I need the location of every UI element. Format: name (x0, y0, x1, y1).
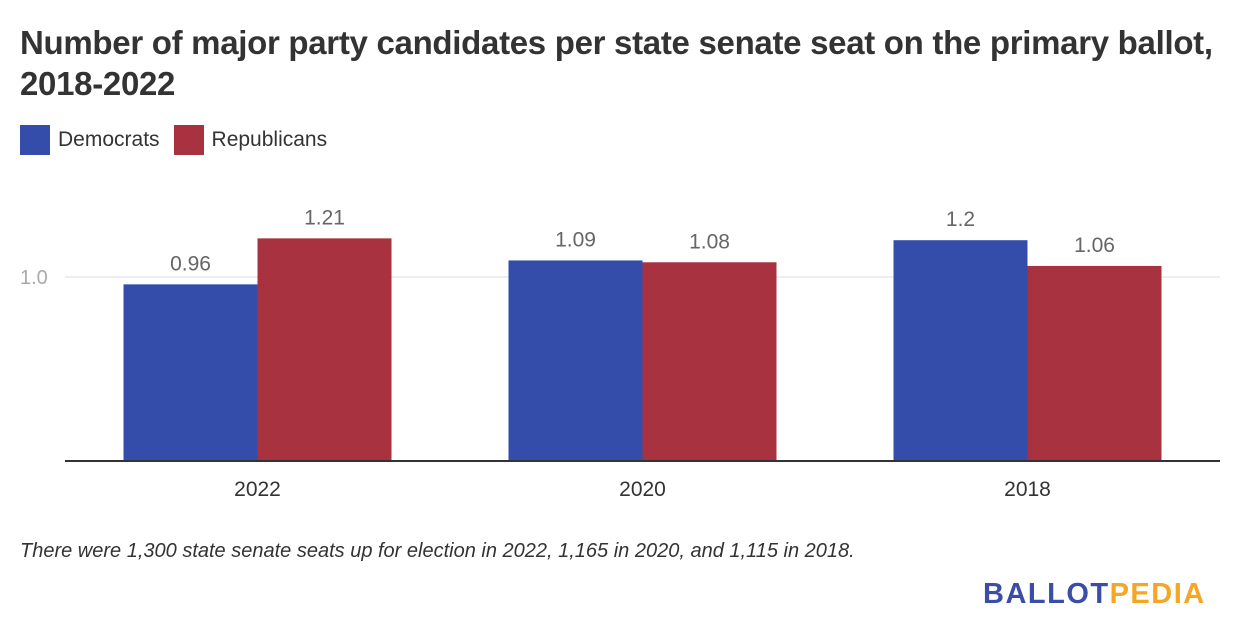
footnote: There were 1,300 state senate seats up f… (20, 540, 855, 562)
bar-democrats-2018 (893, 240, 1028, 461)
legend: Democrats Republicans (20, 125, 341, 155)
legend-swatch (20, 125, 50, 155)
bar-republicans-2022 (257, 238, 392, 461)
x-tick-label: 2020 (619, 478, 666, 501)
legend-item-democrats: Democrats (20, 125, 160, 155)
bar-democrats-2020 (508, 260, 643, 461)
chart-title: Number of major party candidates per sta… (20, 24, 1213, 102)
data-label: 1.21 (304, 206, 345, 229)
x-tick-label: 2018 (1004, 478, 1051, 501)
ballotpedia-logo: BALLOTPEDIA (983, 578, 1206, 610)
bar-democrats-2022 (123, 284, 258, 461)
legend-item-republicans: Republicans (173, 125, 328, 155)
data-label: 1.08 (689, 230, 730, 253)
legend-label: Republicans (211, 128, 328, 151)
bar-republicans-2018 (1027, 265, 1162, 461)
data-label: 1.06 (1074, 234, 1115, 257)
y-tick-label: 1.0 (20, 267, 48, 289)
x-tick-label: 2022 (234, 478, 281, 501)
legend-swatch (173, 125, 204, 155)
bar-republicans-2020 (642, 262, 777, 461)
data-label: 1.2 (946, 208, 975, 231)
data-label: 0.96 (170, 252, 211, 275)
data-label: 1.09 (555, 228, 596, 251)
legend-label: Democrats (58, 128, 160, 151)
